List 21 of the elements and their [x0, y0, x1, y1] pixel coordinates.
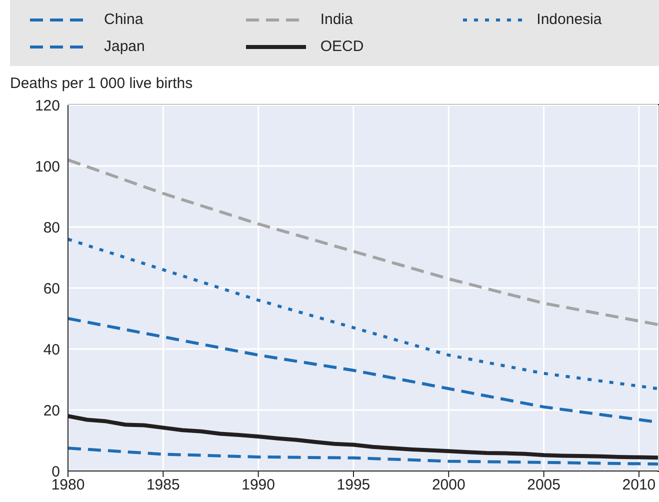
- y-tick-label: 60: [43, 280, 60, 298]
- y-axis-title: Deaths per 1 000 live births: [10, 75, 193, 92]
- x-tick-label: 2005: [527, 476, 560, 494]
- legend-label: China: [104, 11, 144, 28]
- line-series: [68, 238, 658, 390]
- y-tick-label: 40: [43, 341, 60, 358]
- x-tick-label: 1990: [242, 476, 276, 494]
- legend-label: Japan: [104, 38, 145, 55]
- line-series: [68, 158, 658, 326]
- x-tick-label: 1995: [336, 476, 370, 494]
- legend-label: Indonesia: [536, 11, 602, 28]
- y-tick-label: 80: [43, 219, 60, 236]
- y-tick-label: 20: [43, 402, 60, 420]
- legend-label: India: [320, 11, 353, 28]
- y-tick-label: 100: [34, 158, 60, 176]
- legend-label: OECD: [320, 38, 364, 55]
- x-tick-label: 2000: [432, 476, 466, 494]
- x-tick-label: 2010: [622, 476, 656, 494]
- line-series: [68, 446, 658, 466]
- x-tick-label: 1985: [146, 476, 180, 494]
- y-tick-label: 120: [34, 97, 60, 114]
